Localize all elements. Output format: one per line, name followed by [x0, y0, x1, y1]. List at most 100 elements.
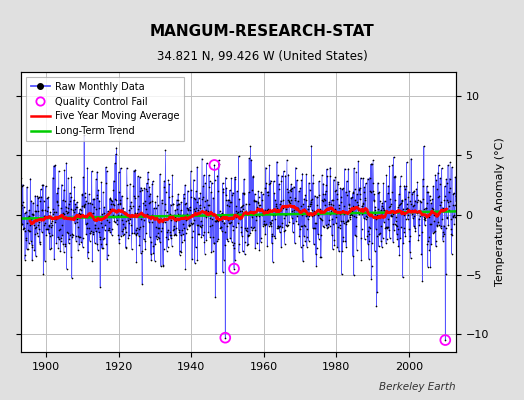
Point [181, 266, 190, 272]
Point [34, 222, 42, 228]
Point [316, 206, 324, 212]
Point [68, 275, 76, 281]
Point [157, 216, 166, 222]
Point [441, 225, 450, 231]
Point [219, 180, 227, 186]
Point [396, 173, 405, 180]
Point [85, 213, 93, 219]
Point [294, 220, 302, 227]
Point [113, 207, 121, 213]
Point [344, 166, 353, 172]
Point [221, 229, 229, 235]
Point [363, 209, 371, 216]
Point [438, 206, 446, 212]
Point [311, 251, 320, 258]
Point [83, 254, 92, 261]
Point [81, 190, 89, 196]
Point [93, 192, 102, 198]
Point [358, 203, 367, 209]
Point [251, 245, 259, 252]
Point [268, 231, 276, 237]
Point [31, 192, 39, 199]
Point [62, 266, 71, 272]
Point [216, 224, 225, 230]
Point [414, 209, 422, 215]
Point [373, 289, 381, 296]
Point [255, 202, 263, 208]
Point [421, 217, 430, 224]
Point [260, 222, 269, 228]
Point [82, 198, 90, 204]
Point [214, 236, 223, 242]
Point [375, 189, 383, 196]
Point [29, 199, 37, 206]
Point [126, 181, 134, 187]
Point [95, 204, 103, 211]
Point [358, 201, 367, 207]
Point [161, 147, 170, 153]
Point [138, 213, 147, 220]
Point [168, 172, 177, 178]
Point [241, 225, 249, 232]
Point [379, 180, 388, 186]
Point [292, 218, 300, 224]
Point [362, 213, 370, 219]
Point [398, 198, 407, 204]
Point [24, 213, 32, 219]
Point [308, 206, 316, 213]
Point [325, 201, 333, 208]
Point [84, 200, 92, 206]
Point [152, 236, 161, 242]
Point [337, 271, 346, 278]
Point [27, 238, 35, 244]
Point [318, 216, 326, 223]
Point [372, 211, 380, 217]
Point [258, 211, 267, 217]
Point [222, 192, 230, 198]
Point [269, 212, 277, 218]
Point [223, 236, 231, 242]
Point [304, 216, 312, 222]
Point [42, 226, 51, 232]
Point [56, 212, 64, 219]
Point [250, 224, 258, 230]
Point [212, 270, 221, 276]
Point [206, 211, 215, 218]
Point [138, 212, 147, 219]
Point [110, 202, 118, 208]
Point [394, 226, 402, 232]
Point [436, 225, 445, 231]
Point [161, 201, 169, 207]
Point [224, 217, 233, 224]
Point [340, 220, 348, 226]
Point [364, 240, 372, 247]
Point [368, 160, 376, 167]
Point [443, 180, 451, 186]
Point [113, 216, 122, 223]
Point [321, 188, 330, 194]
Point [232, 224, 241, 230]
Point [147, 219, 156, 225]
Point [184, 222, 193, 228]
Point [243, 228, 251, 234]
Point [237, 208, 246, 214]
Point [20, 225, 28, 232]
Point [350, 165, 358, 172]
Point [418, 229, 426, 235]
Point [407, 209, 416, 216]
Point [67, 174, 75, 180]
Point [383, 236, 391, 242]
Point [433, 169, 442, 176]
Point [280, 241, 289, 247]
Point [162, 248, 171, 254]
Point [281, 222, 290, 228]
Point [298, 170, 307, 177]
Point [182, 200, 190, 207]
Point [121, 224, 129, 231]
Point [215, 213, 224, 219]
Point [367, 188, 375, 195]
Point [231, 176, 239, 182]
Point [446, 159, 454, 166]
Point [92, 176, 100, 183]
Point [439, 237, 447, 244]
